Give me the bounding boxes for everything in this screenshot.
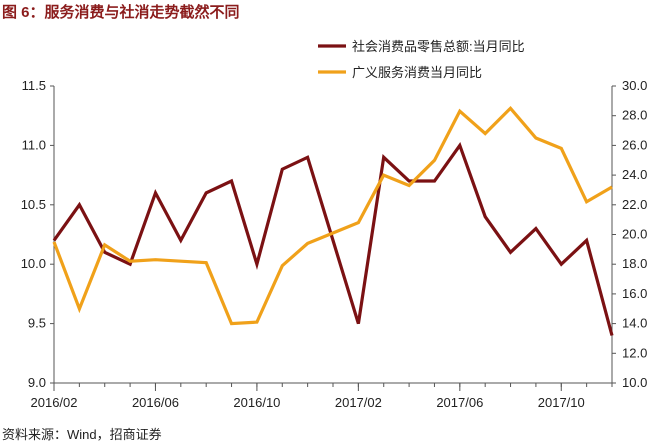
series-service-consumption-line: [52, 105, 613, 326]
x-tick-label: 2017/02: [335, 395, 382, 410]
series-retail-sales-line: [52, 141, 614, 336]
right-tick-label: 12.0: [622, 345, 647, 360]
left-tick-label: 9.0: [28, 375, 46, 390]
left-tick-label: 10.5: [21, 197, 46, 212]
figure-title: 图 6：服务消费与社消走势截然不同: [2, 4, 240, 21]
x-tick-label: 2017/06: [436, 395, 483, 410]
right-tick-label: 10.0: [622, 375, 647, 390]
right-tick-label: 14.0: [622, 316, 647, 331]
chart-lines: [52, 105, 614, 336]
x-tick-label: 2016/02: [31, 395, 78, 410]
right-tick-label: 28.0: [622, 108, 647, 123]
left-tick-label: 11.0: [22, 137, 46, 152]
source-note: 资料来源：Wind，招商证券: [2, 427, 162, 442]
right-tick-label: 24.0: [622, 167, 647, 182]
left-tick-label: 10.0: [21, 256, 46, 271]
right-tick-label: 18.0: [622, 256, 647, 271]
right-tick-label: 26.0: [622, 137, 647, 152]
right-tick-label: 16.0: [622, 286, 647, 301]
right-tick-label: 30.0: [622, 78, 647, 93]
left-tick-label: 11.5: [22, 78, 46, 93]
x-tick-label: 2016/10: [233, 395, 280, 410]
x-tick-label: 2017/10: [538, 395, 585, 410]
right-tick-label: 22.0: [622, 197, 647, 212]
x-tick-label: 2016/06: [132, 395, 179, 410]
right-tick-label: 20.0: [622, 227, 647, 242]
legend-label-retail: 社会消费品零售总额:当月同比: [352, 39, 525, 54]
chart-axes: 9.0 9.5 10.0 10.5 11.0 11.5 10.0 12.0 14.0 16.0 18…: [21, 78, 648, 410]
legend-label-service: 广义服务消费当月同比: [352, 65, 482, 80]
left-tick-label: 9.5: [28, 316, 46, 331]
